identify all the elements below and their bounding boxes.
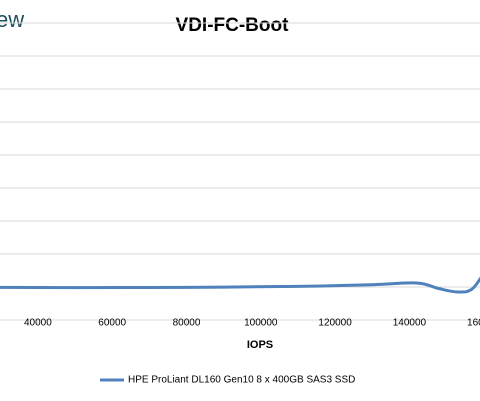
x-tick-label: 160000 [467, 318, 480, 329]
x-tick-label: 140000 [393, 318, 427, 329]
x-tick-label: 100000 [244, 318, 278, 329]
x-tick-label: 80000 [173, 318, 201, 329]
logo: ew [0, 7, 24, 32]
data-line [0, 276, 480, 294]
x-tick-label: 60000 [98, 318, 126, 329]
legend-label: HPE ProLiant DL160 Gen10 8 x 400GB SAS3 … [128, 375, 355, 386]
chart-title: VDI-FC-Boot [176, 15, 290, 36]
x-tick-label: 40000 [24, 318, 52, 329]
x-axis-label: IOPS [247, 339, 273, 351]
x-tick-label: 120000 [318, 318, 352, 329]
